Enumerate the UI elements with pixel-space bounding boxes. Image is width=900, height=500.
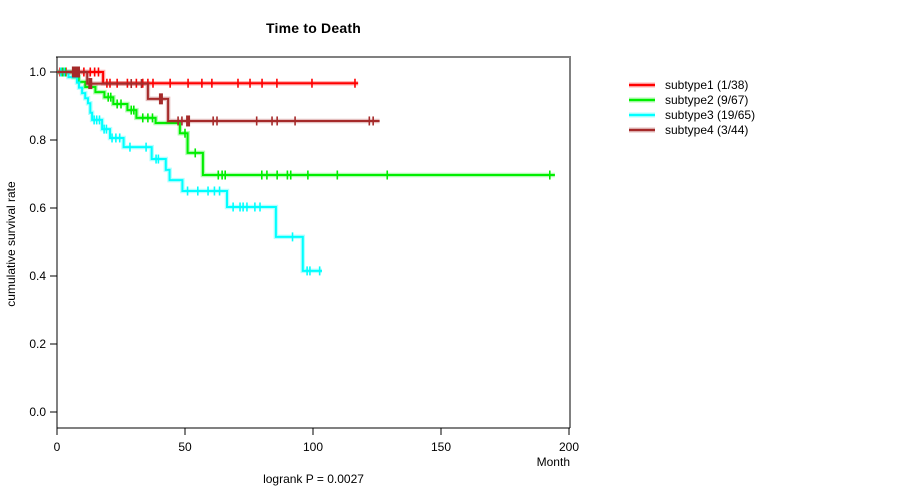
legend-label-subtype2: subtype2 (9/67) — [665, 92, 749, 107]
x-tick-label: 100 — [303, 440, 323, 454]
x-tick-label: 50 — [178, 440, 192, 454]
legend-swatch-subtype4 — [629, 127, 655, 132]
curve-line — [57, 71, 380, 122]
legend-item-subtype3: subtype3 (19/65) — [628, 107, 755, 122]
legend-item-subtype2: subtype2 (9/67) — [628, 92, 755, 107]
logrank-annotation: logrank P = 0.0027 — [263, 472, 364, 486]
x-tick-label: 200 — [559, 440, 579, 454]
y-axis-label: cumulative survival rate — [4, 181, 18, 307]
y-tick-label: 0.2 — [29, 337, 46, 351]
y-tick-label: 1.0 — [29, 65, 46, 79]
curve-halo — [57, 69, 322, 274]
y-tick-label: 0.6 — [29, 201, 46, 215]
survival-curve-subtype3 — [57, 67, 322, 276]
legend-label-subtype4: subtype4 (3/44) — [665, 122, 749, 137]
legend-swatch-subtype3 — [629, 112, 655, 117]
legend-swatch-subtype1 — [629, 82, 655, 87]
x-axis-label: Month — [536, 455, 570, 469]
x-tick-label: 150 — [431, 440, 451, 454]
legend-swatch-subtype2 — [629, 97, 655, 102]
legend-item-subtype1: subtype1 (1/38) — [628, 77, 755, 92]
legend: subtype1 (1/38) subtype2 (9/67) subtype3 (… — [628, 77, 755, 137]
legend-label-subtype1: subtype1 (1/38) — [665, 77, 749, 92]
x-tick-label: 0 — [54, 440, 61, 454]
chart-title: Time to Death — [266, 20, 361, 36]
curve-line — [57, 71, 322, 272]
y-tick-label: 0.0 — [29, 405, 46, 419]
legend-item-subtype4: subtype4 (3/44) — [628, 122, 755, 137]
y-tick-label: 0.4 — [29, 269, 46, 283]
y-tick-label: 0.8 — [29, 133, 46, 147]
survival-curve-subtype4 — [57, 66, 380, 127]
legend-label-subtype3: subtype3 (19/65) — [665, 107, 756, 122]
